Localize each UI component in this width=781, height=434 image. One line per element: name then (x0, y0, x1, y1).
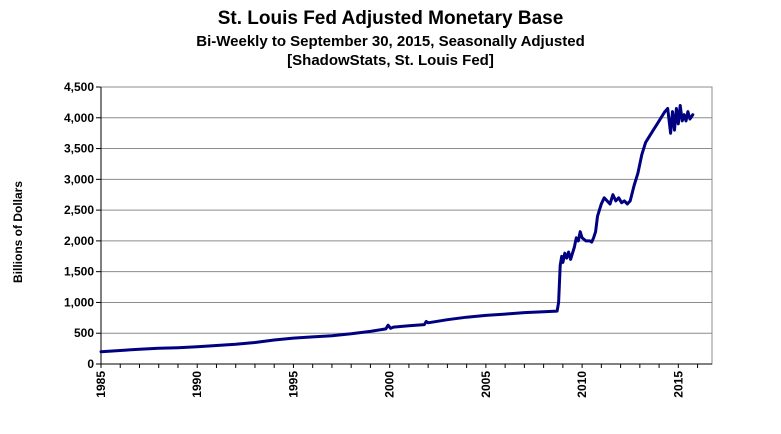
chart-source: [ShadowStats, St. Louis Fed] (287, 52, 494, 69)
y-tick-label: 500 (74, 326, 94, 340)
y-tick-label: 0 (87, 357, 94, 371)
y-tick-label: 1,500 (64, 265, 94, 279)
plot-border (100, 86, 713, 365)
y-tick-label: 4,000 (64, 111, 94, 125)
tick-labels: 0 500 1,000 1,500 2,000 2,500 3,000 3,500 4,000 4… (64, 80, 685, 398)
chart-subtitle: Bi-Weekly to September 30, 2015, Seasona… (196, 33, 585, 50)
series-line (99, 104, 695, 354)
y-tick-label: 2,500 (64, 203, 94, 217)
axes (96, 86, 713, 368)
x-tick-label: 2015 (671, 371, 685, 398)
chart-title: St. Louis Fed Adjusted Monetary Base (217, 8, 564, 29)
grid (101, 86, 712, 334)
y-tick-label: 2,000 (64, 234, 94, 248)
x-tick-label: 1990 (190, 371, 204, 398)
x-tick-label: 2000 (383, 371, 397, 398)
y-tick-label: 3,000 (64, 172, 94, 186)
x-tick-label: 1985 (94, 371, 108, 398)
series-layer (99, 104, 695, 354)
y-tick-label: 3,500 (64, 142, 94, 156)
x-tick-label: 2010 (575, 371, 589, 398)
y-axis-title: Billions of Dollars (11, 181, 25, 283)
x-tick-label: 1995 (286, 371, 300, 398)
y-tick-label: 1,000 (64, 295, 94, 309)
y-tick-label: 4,500 (64, 80, 94, 94)
x-tick-label: 2005 (479, 371, 493, 398)
